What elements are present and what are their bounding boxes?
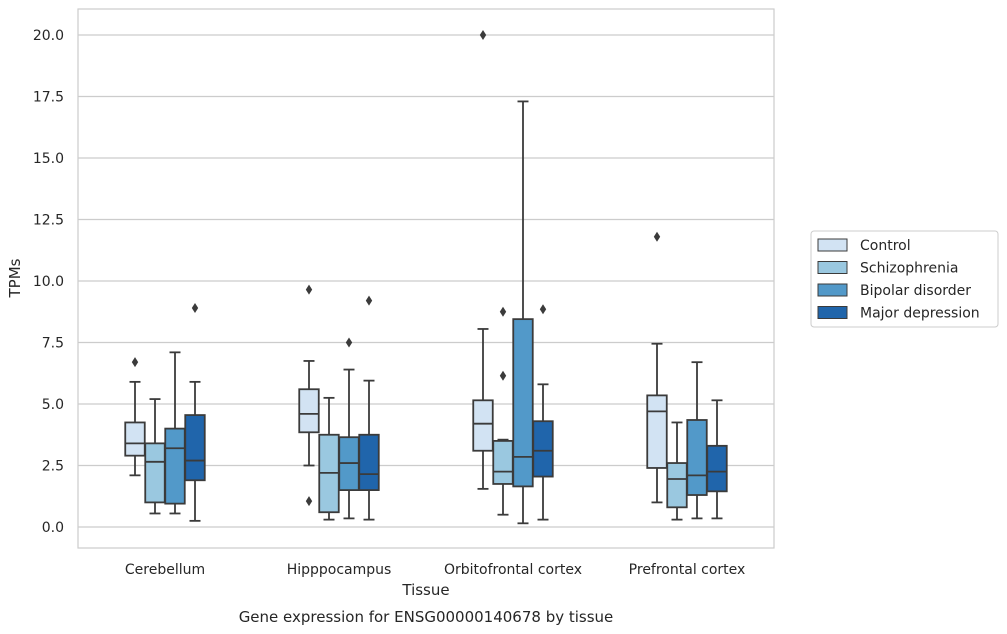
outlier-point [539,304,547,315]
outlier-point [305,284,313,295]
x-axis-title: Tissue [401,581,449,599]
y-tick-label: 20.0 [33,28,64,44]
box-iqr [666,462,688,509]
box-iqr [124,421,146,457]
plot-frame [77,8,775,549]
outlier-point [479,30,487,40]
legend: Control Schizophrenia Bipolar disorder Majo… [810,230,999,328]
box-schizophrenia [492,306,514,516]
box-iqr [144,442,166,504]
legend-label: Control [860,238,911,254]
outlier-point [499,306,507,317]
legend-swatch [817,261,848,274]
box-iqr [686,419,708,496]
box-plots [124,30,728,525]
legend-frame [810,230,999,328]
y-tick-label: 7.5 [42,336,64,352]
x-tick-label: Cerebellum [125,562,205,578]
y-tick-label: 10.0 [33,274,64,290]
box-iqr [532,420,554,478]
box-control [124,357,146,477]
y-tick-label: 5.0 [42,397,64,413]
box-iqr [358,433,380,491]
x-tick-label: Orbitofrontal cortex [444,562,582,578]
box-control [472,30,494,490]
y-tick-label: 17.5 [33,90,64,106]
box-bipolar-disorder [338,337,360,520]
box-bipolar-disorder [512,100,534,525]
y-tick-label: 12.5 [33,213,64,229]
y-axis-title: TPMs [6,258,24,298]
box-bipolar-disorder [686,361,708,520]
legend-label: Schizophrenia [860,261,958,277]
box-major-depression [532,304,554,521]
legend-swatch [817,306,848,319]
box-iqr [472,399,494,452]
box-bipolar-disorder [164,351,186,515]
legend-label: Major depression [860,306,980,322]
box-schizophrenia [666,421,688,521]
box-major-depression [184,303,206,522]
box-iqr [164,427,186,505]
y-tick-labels: 0.0 2.5 5.0 7.5 10.0 12.5 15.0 17.5 20.0 [33,28,64,536]
legend-swatch [817,238,848,252]
legend-label: Bipolar disorder [860,283,971,299]
box-major-depression [706,399,728,520]
box-iqr [492,439,514,485]
x-tick-label: Prefrontal cortex [629,562,746,578]
x-tick-labels: Cerebellum Hipppocampus Orbitofrontal cort… [125,562,745,578]
box-iqr [512,318,534,488]
y-tick-label: 0.0 [42,520,64,536]
box-schizophrenia [318,396,340,521]
outlier-point [365,295,373,306]
outlier-point [131,357,139,368]
y-tick-label: 15.0 [33,151,64,167]
chart-caption: Gene expression for ENSG00000140678 by t… [239,608,614,626]
outlier-point [305,496,313,507]
box-iqr [706,444,728,493]
outlier-point [345,337,353,348]
box-schizophrenia [144,398,166,515]
y-tick-label: 2.5 [42,459,64,475]
box-iqr [646,394,668,469]
outlier-point [499,370,507,381]
box-control [646,231,668,504]
x-tick-label: Hipppocampus [287,562,392,578]
box-control [298,284,320,507]
box-major-depression [358,295,380,521]
box-iqr [184,414,206,482]
legend-swatch [817,283,848,297]
outlier-point [191,303,199,314]
outlier-point [653,231,661,242]
box-iqr [298,388,320,434]
